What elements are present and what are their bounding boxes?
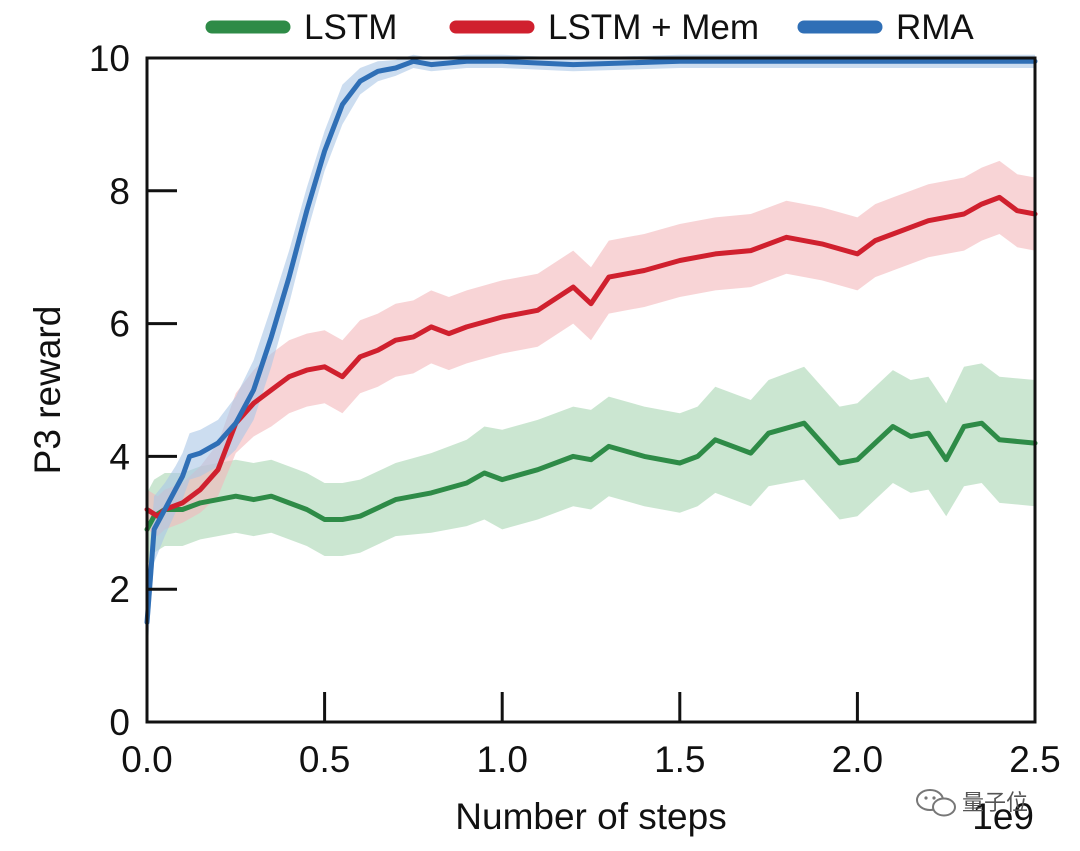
x-tick-label: 0.0 <box>121 739 172 780</box>
lstm-mem-band <box>147 160 1035 537</box>
x-axis: 0.0 0.5 1.0 1.5 2.0 2.5 <box>121 692 1061 780</box>
plot-frame <box>145 56 1037 724</box>
y-tick-label: 0 <box>109 702 130 743</box>
x-axis-title: Number of steps <box>455 796 726 837</box>
x-tick-label: 2.5 <box>1009 739 1060 780</box>
x-tick-label: 0.5 <box>299 739 350 780</box>
x-axis-scale-label: 1e9 <box>972 796 1034 837</box>
watermark-text: 量子位 <box>962 791 1028 816</box>
legend-label-lstm: LSTM <box>304 8 397 47</box>
y-axis-title: P3 reward <box>27 306 68 475</box>
legend: LSTM LSTM + Mem RMA <box>205 8 974 47</box>
confidence-bands <box>147 54 1035 656</box>
lstm-band <box>147 363 1035 566</box>
series-lines <box>144 58 1038 625</box>
rma-line <box>144 58 1038 625</box>
y-tick-label: 2 <box>109 569 130 610</box>
lstm-line <box>144 420 1038 532</box>
y-tick-label: 6 <box>109 304 130 345</box>
y-tick-label: 10 <box>89 38 130 79</box>
legend-label-lstm-mem: LSTM + Mem <box>548 8 759 47</box>
watermark: 量子位 <box>916 789 1028 817</box>
y-tick-label: 8 <box>109 171 130 212</box>
y-axis: 0 2 4 6 8 10 <box>89 38 177 743</box>
x-tick-label: 1.0 <box>476 739 527 780</box>
y-tick-label: 4 <box>109 436 130 477</box>
x-tick-label: 2.0 <box>832 739 883 780</box>
wechat-icon <box>916 789 956 817</box>
lstm-mem-line <box>144 194 1038 519</box>
x-tick-label: 1.5 <box>654 739 705 780</box>
legend-label-rma: RMA <box>896 8 974 47</box>
